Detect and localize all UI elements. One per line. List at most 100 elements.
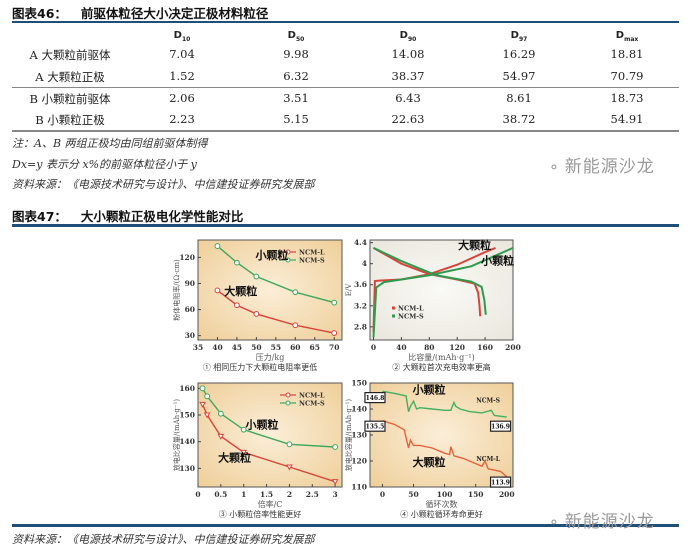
y-tick-label: 60: [185, 305, 195, 314]
header-sub: 10: [181, 36, 191, 43]
data-point: [234, 259, 240, 266]
table-cell: 7.04: [169, 47, 195, 61]
chart-caption: ④ 小颗粒循环寿命更好: [400, 509, 483, 519]
row-label: B 小颗粒正极: [35, 113, 105, 127]
data-point: [331, 299, 338, 306]
table46-title: 图表46： 前驱体粒径大小决定正极材料粒径: [12, 3, 268, 22]
chart-caption: ② 大颗粒首次充电效率更高: [392, 362, 491, 372]
data-point: [292, 322, 299, 329]
table-bottom-rule: [12, 130, 679, 132]
x-tick-label: 1.5: [260, 490, 273, 499]
column-header: Dmax: [616, 30, 638, 43]
legend-marker: [285, 249, 291, 255]
x-axis-label: 倍率/C: [258, 499, 283, 509]
x-tick-label: 0: [195, 490, 200, 499]
y-axis-label: 放电比容量/(mAh·g⁻¹): [172, 399, 181, 471]
series-label: NCM-S: [476, 398, 500, 405]
table-cell: 38.37: [391, 69, 425, 83]
header-base: D: [287, 30, 296, 41]
chart-caption: ③ 小颗粒倍率性能更好: [219, 509, 302, 519]
source-46: 资料来源：《电源技术研究与设计》、中信建投证券研究发展部: [12, 178, 315, 191]
title-rule: [12, 21, 679, 23]
x-tick-label: 2: [287, 490, 292, 499]
y-tick-label: 130: [179, 464, 195, 473]
x-tick-label: 0: [371, 343, 376, 352]
x-axis-label: 比容量/(mAh·g⁻¹): [408, 352, 475, 362]
x-tick-label: 1: [241, 490, 246, 499]
y-tick-label: 140: [179, 437, 195, 446]
legend-label: NCM-S: [299, 400, 325, 408]
x-tick-label: 3: [333, 490, 338, 499]
data-point: [217, 410, 224, 417]
series-line-ncm-s: [372, 246, 514, 338]
value-label-box: [364, 420, 386, 432]
legend-marker: [285, 392, 291, 398]
y-tick-label: 130: [351, 431, 367, 440]
table-cell: 2.23: [169, 112, 195, 126]
data-point: [286, 441, 293, 448]
watermark: ⚬ 新能源沙龙: [548, 152, 655, 177]
header-base: D: [173, 30, 182, 41]
x-tick-label: 45: [232, 343, 242, 352]
column-header: D97: [511, 30, 528, 43]
table46-title-text: 前驱体粒径大小决定正极材料粒径: [80, 6, 269, 21]
legend-label: NCM-S: [398, 313, 424, 321]
legend-marker: [285, 400, 291, 406]
x-tick-label: 2.5: [306, 490, 319, 499]
data-point: [292, 289, 299, 296]
y-tick-label: 90: [185, 279, 195, 288]
chart-annotation: 小颗粒: [245, 417, 279, 431]
y-tick-label: 4.4: [354, 238, 367, 247]
y-axis-label: E/V: [345, 283, 353, 296]
x-tick-label: 40: [396, 343, 406, 352]
chart-caption: ① 相同压力下大颗粒电阻率更低: [203, 362, 318, 372]
legend-label: NCM-S: [299, 257, 325, 265]
x-tick-label: 60: [290, 343, 300, 352]
watermark: ⚬ 新能源沙龙: [548, 507, 655, 532]
y-tick-label: 150: [179, 411, 195, 420]
row-label: A 大颗粒前驱体: [29, 48, 111, 62]
chart-annotation: 小颗粒: [254, 248, 288, 262]
chart-annotation: 小颗粒: [412, 382, 446, 396]
chart-annotation: 大颗粒: [224, 284, 257, 298]
data-point: [332, 444, 339, 450]
column-header: D10: [174, 30, 191, 43]
series-label: NCM-L: [476, 456, 500, 463]
value-label-box: [489, 476, 512, 488]
legend-marker: [392, 314, 395, 318]
value-label: 146.8: [366, 395, 385, 402]
table-cell: 18.73: [610, 91, 644, 105]
table-cell: 9.98: [283, 47, 309, 61]
x-axis-label: 压力/kg: [256, 352, 285, 362]
value-label: 136.9: [491, 424, 510, 431]
table-cell: 1.52: [169, 69, 195, 83]
chart-1: 35 40 45 50 55 60 65 70 30 60 90 120 压力/kg 粉体电阻率/(Ω·c…: [172, 239, 343, 372]
header-base: D: [615, 30, 625, 41]
table-cell: 6.32: [283, 69, 309, 83]
y-tick-label: 120: [179, 253, 195, 262]
table-cell: 6.43: [395, 91, 421, 105]
chart-annotation: 大颗粒: [413, 455, 446, 469]
data-point: [214, 287, 221, 294]
legend-label: NCM-L: [398, 305, 424, 313]
y-tick-label: 3.2: [354, 301, 367, 310]
series-line-ncm-l: [382, 420, 508, 478]
x-tick-label: 0.5: [214, 490, 227, 499]
chart-annotation: 大颗粒: [458, 238, 491, 252]
legend-marker: [285, 257, 291, 263]
watermark-text: 新能源沙龙: [564, 157, 655, 177]
source-47: 资料来源：《电源技术研究与设计》、中信建投证券研究发展部: [12, 533, 315, 546]
data-point: [214, 243, 221, 249]
column-header: D90: [400, 30, 417, 43]
header-base: D: [510, 30, 519, 41]
table-cell: 5.15: [283, 112, 309, 126]
chart-4: 0 50 100 150 200 110 120 130 140 150 循环次数 放电比容量/(mA…: [344, 379, 515, 520]
header-base: D: [399, 30, 408, 41]
note-2: Dx=y 表示分 x%的前驱体粒径小于 y: [12, 158, 197, 171]
figure47-title: 图表47： 大小颗粒正极电化学性能对比: [12, 206, 243, 225]
y-tick-label: 160: [179, 384, 195, 393]
table-cell: 8.61: [506, 91, 532, 105]
data-point: [204, 393, 211, 400]
y-tick-label: 3.6: [354, 280, 367, 289]
table-cell: 16.29: [502, 47, 536, 61]
